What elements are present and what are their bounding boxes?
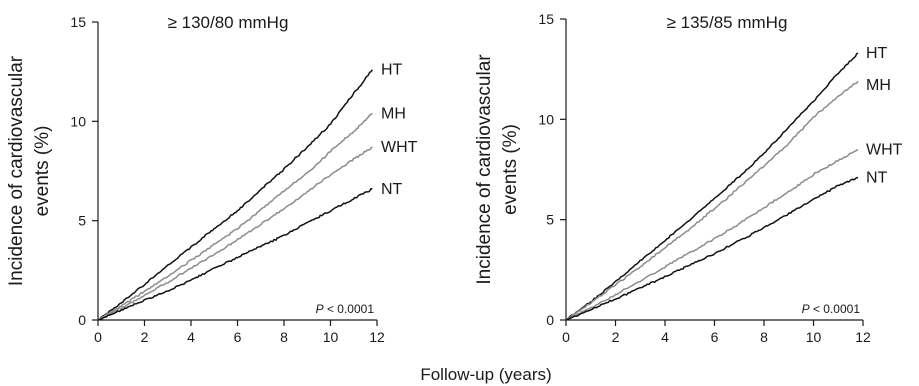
- y-tick-label: 10: [538, 111, 554, 127]
- series-label-wht: WHT: [381, 139, 418, 156]
- x-axis-label: Follow-up (years): [420, 365, 551, 384]
- y-tick-label: 5: [78, 213, 86, 229]
- p-value-text: < 0.0001: [810, 302, 861, 316]
- series-label-nt: NT: [866, 170, 888, 187]
- x-tick-label: 2: [612, 329, 620, 345]
- y-axis-label-line: events (%): [500, 124, 521, 215]
- p-value-annotation: P < 0.0001: [802, 302, 861, 316]
- series-line-wht: [97, 146, 373, 321]
- x-tick-label: 12: [369, 329, 385, 345]
- series-label-mh: MH: [381, 105, 406, 122]
- series-line-mh: [565, 80, 859, 321]
- x-tick-label: 4: [187, 329, 195, 345]
- series-line-nt: [565, 176, 859, 321]
- series-label-mh: MH: [866, 77, 891, 94]
- x-tick-label: 6: [234, 329, 242, 345]
- y-axis-label-line: events (%): [32, 126, 53, 217]
- x-tick-label: 10: [323, 329, 339, 345]
- panel-title: ≥ 135/85 mmHg: [667, 13, 788, 32]
- x-tick-label: 8: [280, 329, 288, 345]
- y-axis-label-line: Incidence of cardiovascular: [6, 55, 27, 286]
- p-value-text: < 0.0001: [324, 302, 375, 316]
- y-tick-label: 15: [538, 11, 554, 27]
- panel-title: ≥ 130/80 mmHg: [168, 13, 289, 32]
- series-label-ht: HT: [866, 45, 888, 62]
- panel-1: 0 2 4 6 8 10 12 0 5 10 15 Incidence of cardiovascul…: [6, 13, 418, 345]
- y-tick-label: 10: [70, 113, 86, 129]
- series-line-ht: [97, 69, 374, 321]
- x-tick-label: 12: [855, 329, 871, 345]
- p-value-symbol: P: [316, 302, 324, 316]
- y-tick-label: 0: [78, 312, 86, 328]
- series-label-ht: HT: [381, 62, 403, 79]
- x-tick-label: 4: [661, 329, 669, 345]
- series-line-nt: [97, 188, 373, 321]
- y-tick-label: 0: [546, 312, 554, 328]
- series-line-wht: [565, 148, 859, 321]
- y-tick-label: 15: [70, 14, 86, 30]
- x-tick-label: 6: [711, 329, 719, 345]
- y-axis-label-line: Incidence of cardiovascular: [474, 54, 495, 285]
- series-label-wht: WHT: [866, 141, 903, 158]
- p-value-symbol: P: [802, 302, 810, 316]
- p-value-annotation: P < 0.0001: [316, 302, 375, 316]
- series-label-nt: NT: [381, 181, 403, 198]
- x-tick-label: 8: [760, 329, 768, 345]
- x-tick-label: 2: [141, 329, 149, 345]
- x-tick-label: 10: [806, 329, 822, 345]
- y-tick-label: 5: [546, 212, 554, 228]
- series-line-ht: [565, 52, 859, 321]
- x-tick-label: 0: [562, 329, 570, 345]
- panel-2: 0 2 4 6 8 10 12 0 5 10 15 Incidence of cardiovascul…: [474, 11, 903, 345]
- x-tick-label: 0: [94, 329, 102, 345]
- series-line-mh: [97, 112, 373, 321]
